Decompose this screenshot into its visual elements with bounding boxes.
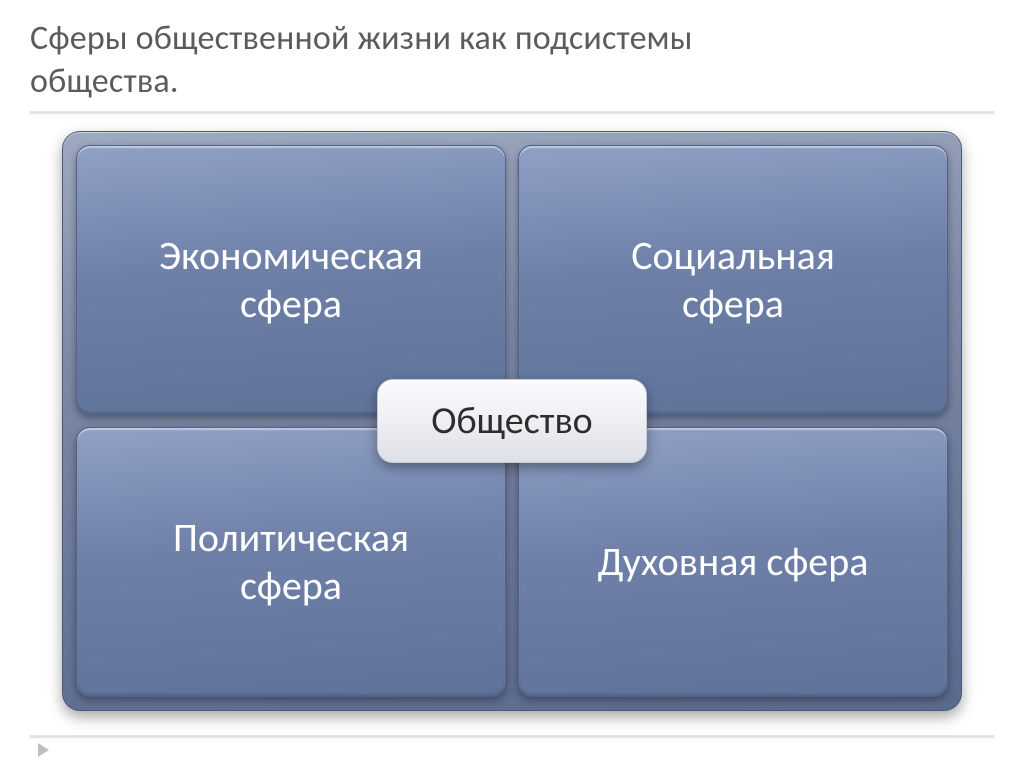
slide-title-line1: Сферы общественной жизни как подсистемы [30, 18, 693, 59]
slide: Сферы общественной жизни как подсистемы … [0, 0, 1024, 767]
play-marker-icon [38, 743, 49, 757]
footer-underline [30, 735, 994, 737]
title-underline [30, 111, 994, 113]
diagram: Экономическаясфера Социальнаясфера Полит… [62, 131, 962, 711]
quadrant-political: Политическаясфера [76, 427, 506, 697]
slide-title: Сферы общественной жизни как подсистемы … [30, 18, 994, 103]
quadrant-spiritual-label: Духовная сфера [598, 538, 869, 586]
quadrant-social-label: Социальнаясфера [631, 232, 835, 328]
quadrant-social: Социальнаясфера [518, 145, 948, 415]
slide-title-line2: общества. [30, 61, 179, 102]
quadrant-economic-label: Экономическаясфера [159, 232, 423, 328]
quadrant-spiritual: Духовная сфера [518, 427, 948, 697]
center-badge-label: Общество [431, 398, 592, 444]
center-badge-society: Общество [377, 379, 647, 463]
quadrant-political-label: Политическаясфера [173, 514, 409, 610]
quadrant-economic: Экономическаясфера [76, 145, 506, 415]
